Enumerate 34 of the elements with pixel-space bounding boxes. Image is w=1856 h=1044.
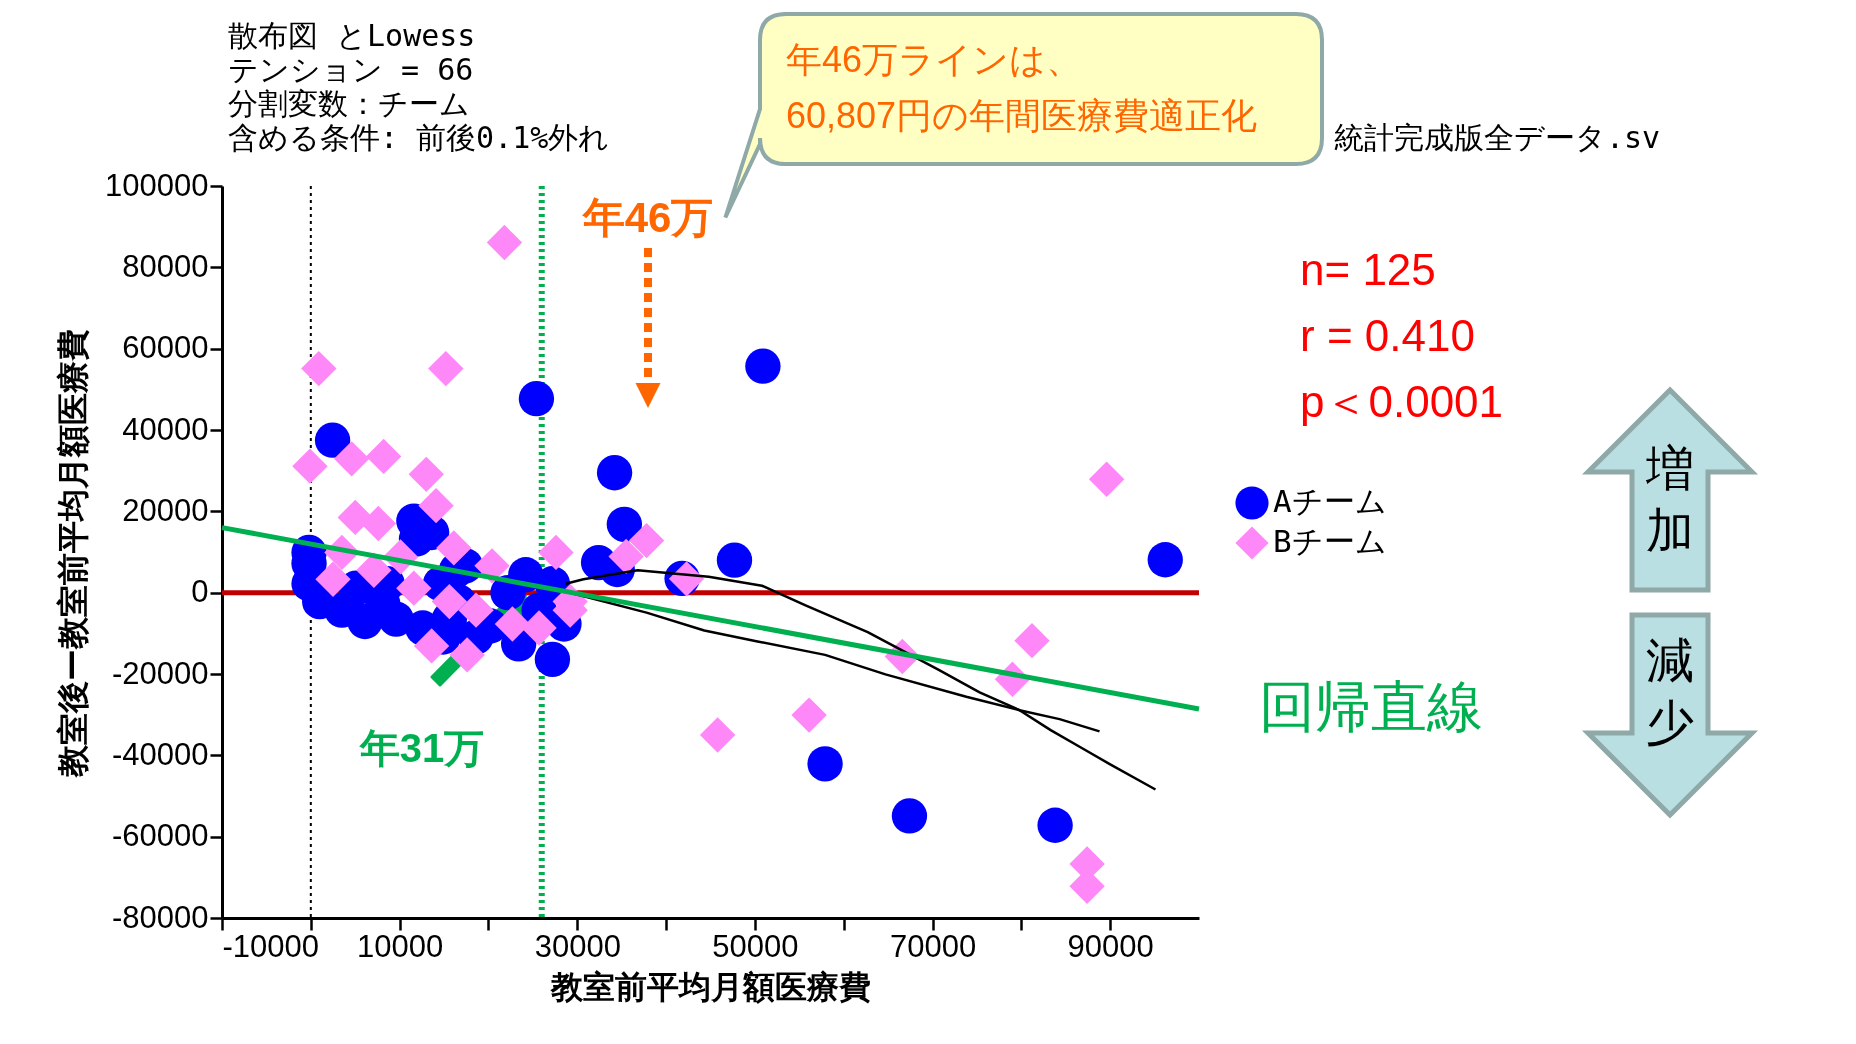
- x-tick-label: 50000: [712, 928, 799, 964]
- chart-subtitle: テンション = 66: [228, 52, 474, 87]
- x-tick-label: 90000: [1067, 928, 1154, 964]
- y-tick-label: 60000: [122, 330, 209, 366]
- y-tick-label: 0: [191, 574, 209, 610]
- y-tick-label: -60000: [111, 818, 209, 854]
- y-tick-label: -80000: [111, 899, 209, 935]
- text: 含める条件: 前後0.1%外れ: [228, 120, 610, 155]
- chart-title: 散布図 とLowess: [228, 18, 476, 53]
- x-tick-label: 70000: [889, 928, 977, 964]
- text: n= 125: [1300, 245, 1436, 294]
- text: 分割変数：チーム: [228, 86, 470, 121]
- annotation: 年31万: [358, 726, 485, 770]
- text: 統計完成版全データ.sv: [1334, 120, 1661, 155]
- series-label: 回帰直線: [1259, 674, 1483, 738]
- x-tick-label: 30000: [534, 928, 621, 964]
- legend-label: Bチーム: [1273, 523, 1387, 559]
- text: p＜0.0001: [1300, 377, 1504, 426]
- y-tick-label: -20000: [111, 655, 209, 691]
- x-tick-label: 10000: [357, 928, 444, 964]
- y-tick-label: 100000: [105, 167, 209, 203]
- text: 減少: [1646, 634, 1694, 749]
- y-tick-label: -40000: [111, 736, 209, 772]
- text: 年46万ラインは、60,807円の年間医療費適正化: [786, 39, 1258, 136]
- y-tick-label: 40000: [122, 411, 209, 447]
- y-tick-label: 80000: [122, 248, 209, 284]
- x-tick-label: -10000: [222, 928, 320, 964]
- x-axis-title: 教室前平均月額医療費: [550, 968, 871, 1005]
- text: r = 0.410: [1300, 311, 1475, 360]
- annotation: 年46万: [581, 194, 714, 241]
- legend-label: Aチーム: [1273, 483, 1387, 519]
- y-axis-title: 教室後ー教室前平均月額医療費: [55, 328, 92, 778]
- y-tick-label: 20000: [122, 492, 209, 528]
- text: 増加: [1645, 442, 1694, 557]
